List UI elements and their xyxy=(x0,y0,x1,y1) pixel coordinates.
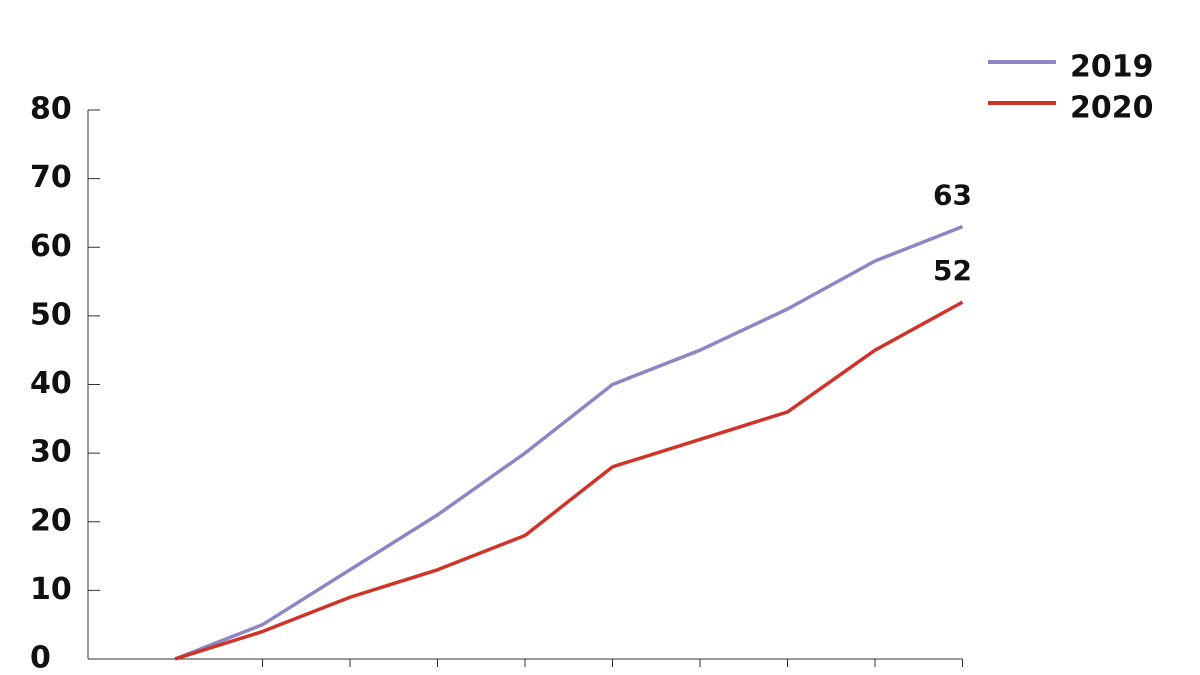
y-tick-label: 50 xyxy=(30,297,72,332)
y-tick-label: 80 xyxy=(30,92,72,127)
legend-label: 2020 xyxy=(1070,91,1154,126)
y-tick-label: 40 xyxy=(30,366,72,401)
y-tick-label: 30 xyxy=(30,435,72,470)
data-label: 63 xyxy=(933,179,972,212)
y-tick-label: 0 xyxy=(30,641,51,675)
y-tick-label: 70 xyxy=(30,160,72,195)
data-label: 52 xyxy=(933,254,972,287)
y-tick-label: 60 xyxy=(30,229,72,264)
line-series xyxy=(174,225,964,661)
y-tick-label: 20 xyxy=(30,503,72,538)
legend-label: 2019 xyxy=(1070,50,1154,85)
y-tick-label: 10 xyxy=(30,572,72,607)
line-series xyxy=(174,300,964,661)
